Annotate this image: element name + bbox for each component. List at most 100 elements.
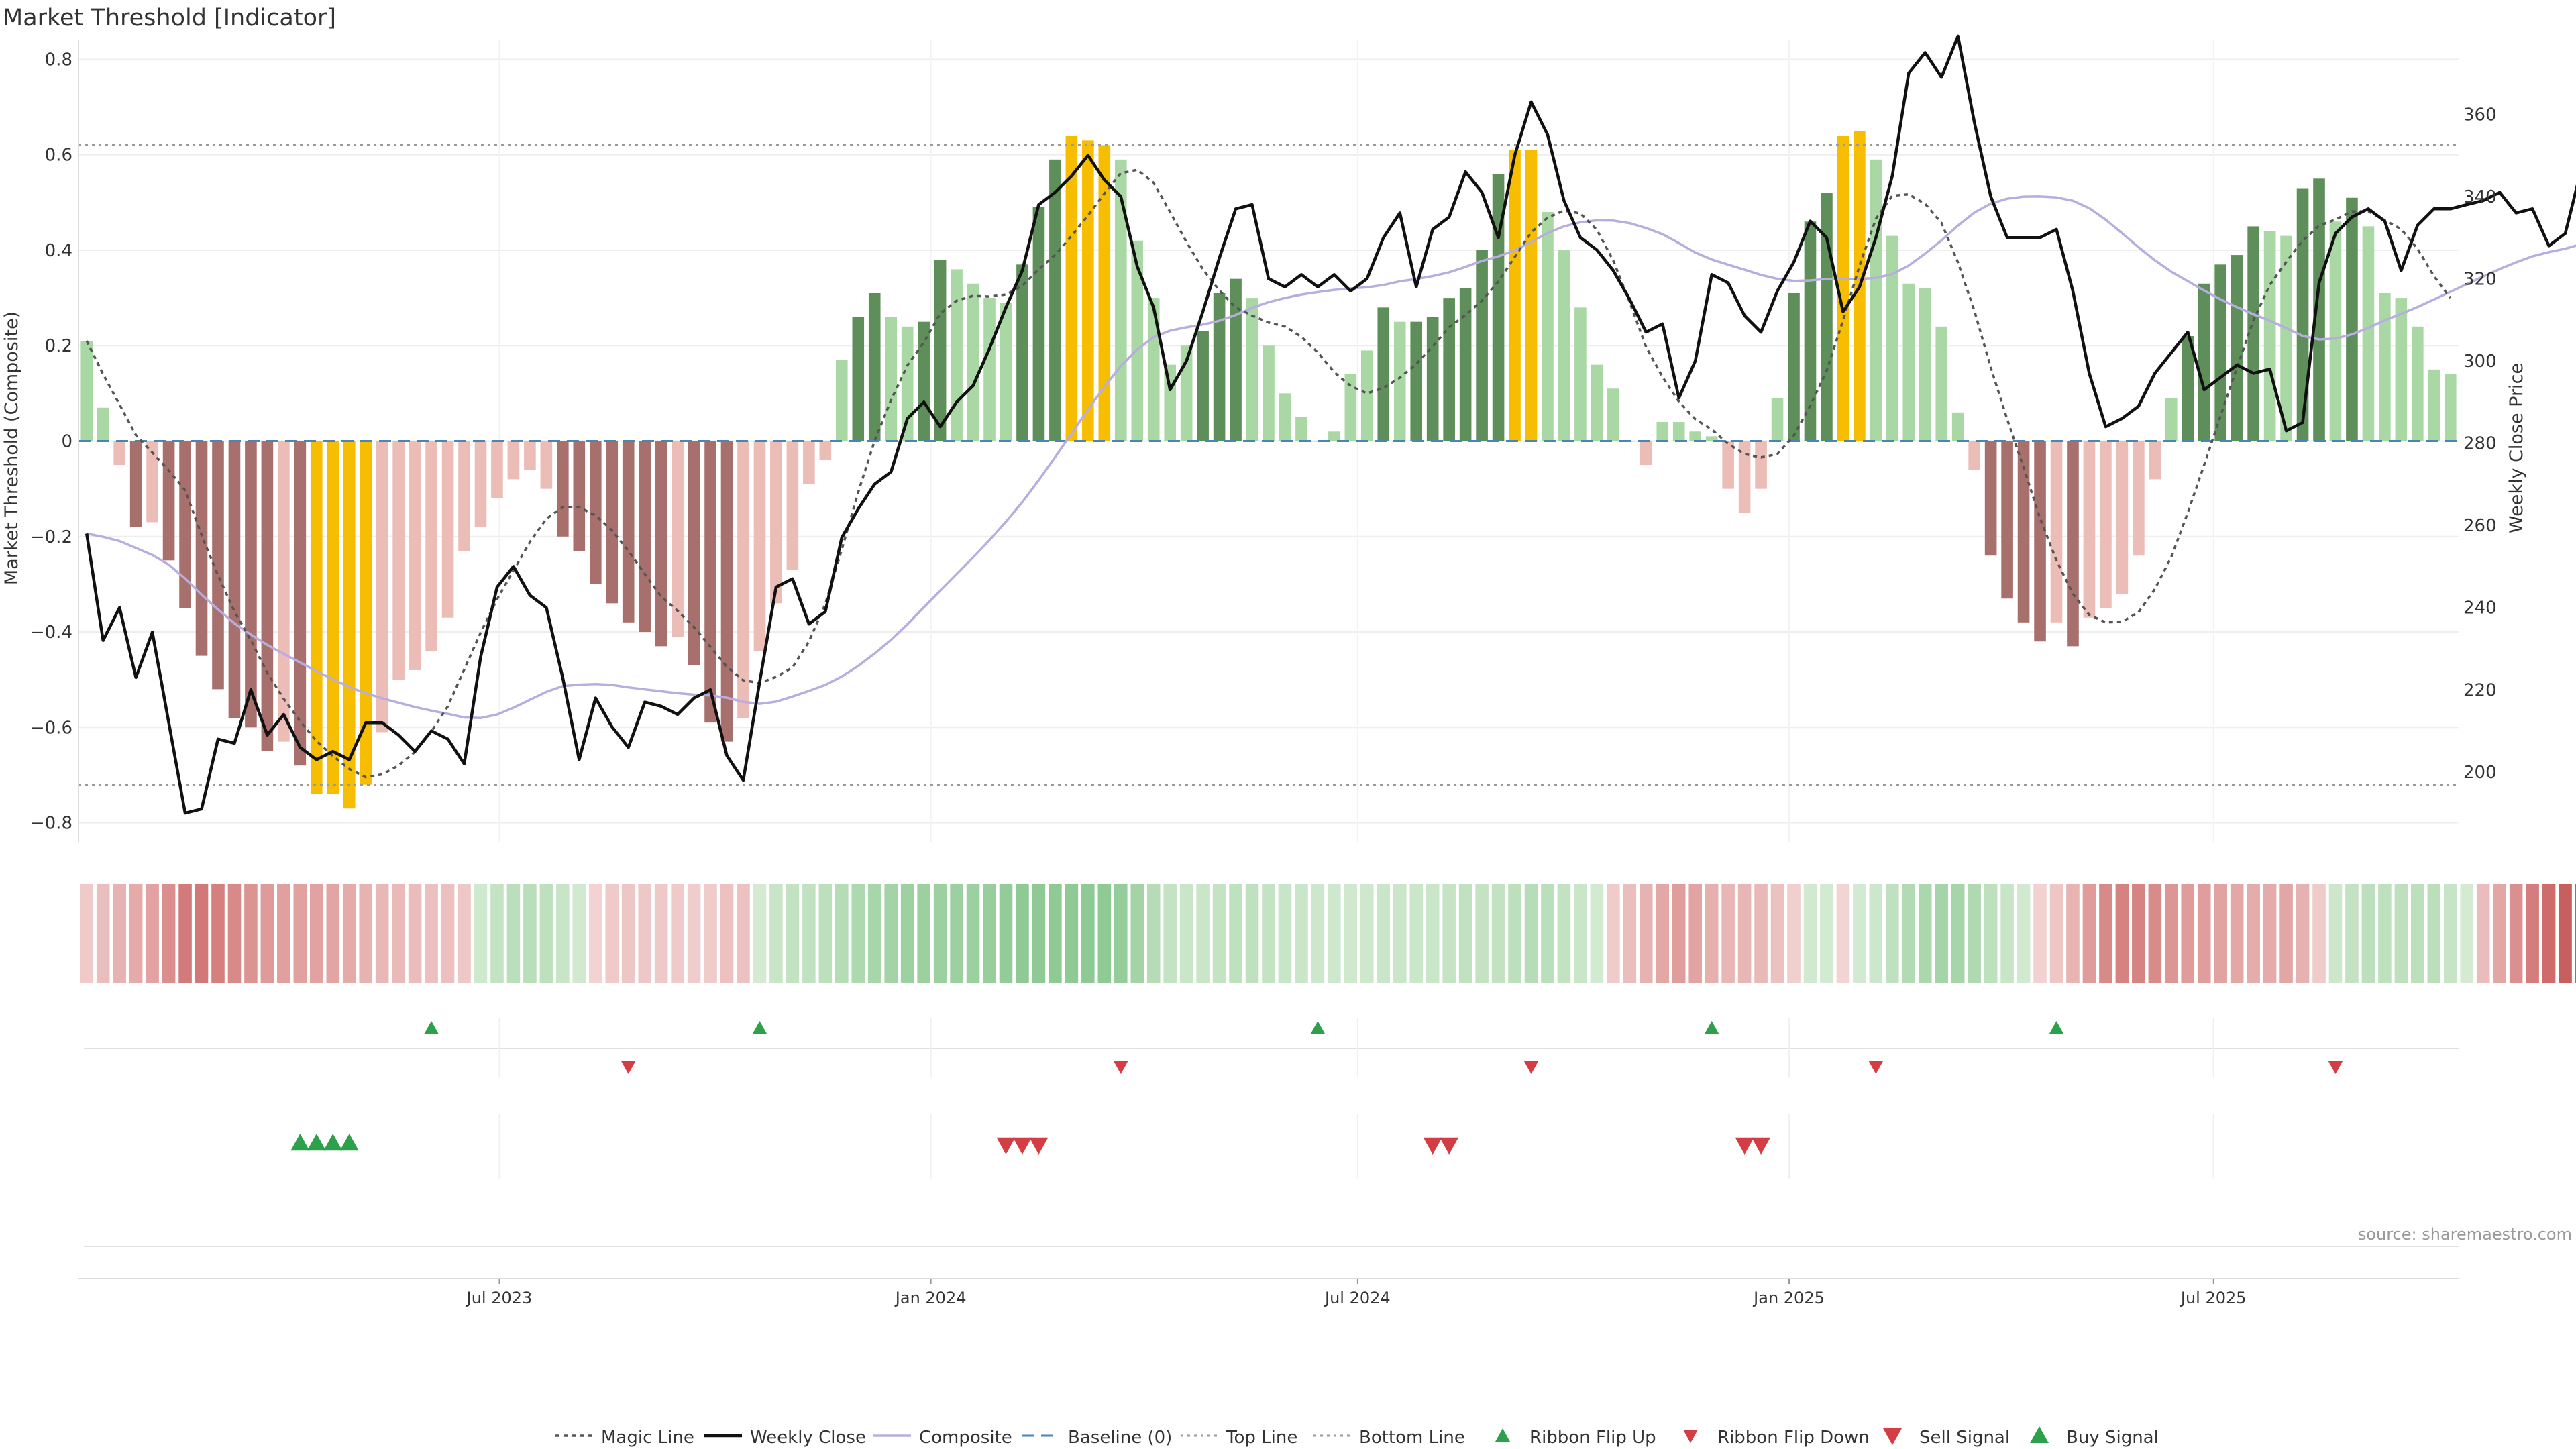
- legend-swatch: [1883, 1428, 1902, 1445]
- right-tick-label: 360: [2463, 105, 2497, 125]
- ribbon-cell: [2476, 884, 2490, 983]
- threshold-bar: [507, 441, 520, 480]
- legend-swatch: [2030, 1426, 2049, 1443]
- ribbon-cell: [802, 884, 816, 983]
- ribbon-cell: [2509, 884, 2523, 983]
- threshold-bar: [540, 441, 553, 489]
- left-tick-label: 0: [61, 432, 72, 452]
- left-axis-label: Market Threshold (Composite): [1, 311, 22, 585]
- ribbon-cell: [1114, 884, 1128, 983]
- threshold-bar: [1984, 441, 1997, 556]
- threshold-bar: [1213, 292, 1226, 441]
- ribbon-cell: [2049, 884, 2063, 983]
- right-tick-label: 280: [2463, 434, 2497, 454]
- ribbon-cell: [1623, 884, 1637, 983]
- ribbon-cell: [835, 884, 849, 983]
- legend-item-baseline: Baseline (0): [1022, 1428, 1172, 1448]
- threshold-bar: [1295, 417, 1307, 441]
- threshold-bar: [1459, 288, 1472, 441]
- ribbon-cell: [720, 884, 734, 983]
- ribbon-cell: [392, 884, 405, 983]
- threshold-bar: [983, 298, 996, 441]
- legend-item-ribbon_down: Ribbon Flip Down: [1683, 1428, 1870, 1448]
- threshold-bar: [310, 441, 323, 794]
- ribbon-cell: [1754, 884, 1768, 983]
- ribbon-cell: [2099, 884, 2112, 983]
- threshold-bar: [1476, 250, 1488, 441]
- ribbon-cell: [2559, 884, 2572, 983]
- ribbon-cell: [1032, 884, 1046, 983]
- threshold-bar: [441, 441, 454, 618]
- ribbon-cell: [1607, 884, 1620, 983]
- ribbon-cell: [2526, 884, 2539, 983]
- ribbon-cell: [983, 884, 996, 983]
- ribbon-cell: [1886, 884, 1899, 983]
- sell-signal-marker: [1735, 1137, 1754, 1155]
- ribbon-cell: [1968, 884, 1981, 983]
- ribbon-cell: [277, 884, 290, 983]
- ribbon-flip-up-marker: [1704, 1021, 1719, 1034]
- x-tick-label: Jan 2024: [894, 1289, 967, 1307]
- ribbon-cell: [506, 884, 521, 983]
- ribbon-cell: [80, 884, 94, 983]
- ribbon-cell: [1639, 884, 1653, 983]
- left-tick-label: 0.6: [45, 146, 72, 166]
- ribbon-cell: [375, 884, 389, 983]
- threshold-bar: [2165, 398, 2178, 441]
- legend-label: Top Line: [1226, 1428, 1297, 1448]
- threshold-bar: [885, 317, 898, 441]
- ribbon-cell: [2181, 884, 2195, 983]
- threshold-bar: [458, 441, 470, 551]
- threshold-bar: [1574, 307, 1587, 441]
- ribbon-cell: [1311, 884, 1325, 983]
- ribbon-cell: [1328, 884, 1341, 983]
- threshold-bar: [868, 292, 881, 441]
- source-credit: source: sharemaestro.com: [2358, 1225, 2572, 1244]
- threshold-bar: [589, 441, 602, 584]
- threshold-bar: [1246, 298, 1258, 441]
- threshold-bar: [162, 441, 175, 561]
- legend-label: Composite: [919, 1428, 1012, 1448]
- legend-label: Baseline (0): [1068, 1428, 1172, 1448]
- left-tick-label: −0.2: [30, 527, 72, 547]
- ribbon-cell: [753, 884, 767, 983]
- legend-item-bottom: Bottom Line: [1313, 1428, 1465, 1448]
- threshold-bar: [1180, 345, 1193, 441]
- threshold-bar: [2050, 441, 2063, 623]
- ribbon-cell: [900, 884, 914, 983]
- ribbon-cell: [1541, 884, 1554, 983]
- threshold-bar: [228, 441, 241, 718]
- threshold-bar: [179, 441, 191, 608]
- ribbon-flip-down-marker: [1113, 1061, 1128, 1074]
- ribbon-flip-up-marker: [2049, 1021, 2064, 1034]
- ribbon-cell: [1245, 884, 1259, 983]
- threshold-bar: [409, 441, 421, 670]
- threshold-bar: [1672, 422, 1685, 441]
- threshold-bar: [720, 441, 733, 742]
- ribbon-cell: [605, 884, 619, 983]
- ribbon-cell: [1278, 884, 1292, 983]
- threshold-bar: [2296, 188, 2309, 441]
- ribbon-cell: [1344, 884, 1358, 983]
- legend-label: Magic Line: [601, 1428, 694, 1448]
- ribbon-cell: [1130, 884, 1144, 983]
- threshold-bar: [1098, 145, 1111, 441]
- ribbon-cell: [687, 884, 701, 983]
- legend-item-sell: Sell Signal: [1883, 1428, 2010, 1448]
- threshold-bar: [1082, 140, 1094, 441]
- ribbon-cell: [1737, 884, 1752, 983]
- threshold-bar: [2247, 226, 2259, 441]
- ribbon-cell: [96, 884, 110, 983]
- threshold-bar: [2034, 441, 2046, 642]
- ribbon-cell: [146, 884, 159, 983]
- ribbon-cell: [523, 884, 537, 983]
- x-tick-label: Jul 2023: [466, 1289, 533, 1307]
- ribbon-cell: [621, 884, 635, 983]
- ribbon-cell: [2115, 884, 2129, 983]
- threshold-bar: [1377, 307, 1390, 441]
- right-tick-label: 200: [2463, 763, 2497, 783]
- ribbon-cell: [162, 884, 176, 983]
- ribbon-cell: [1163, 884, 1177, 983]
- legend-item-ribbon_up: Ribbon Flip Up: [1495, 1428, 1656, 1448]
- ribbon-cell: [441, 884, 455, 983]
